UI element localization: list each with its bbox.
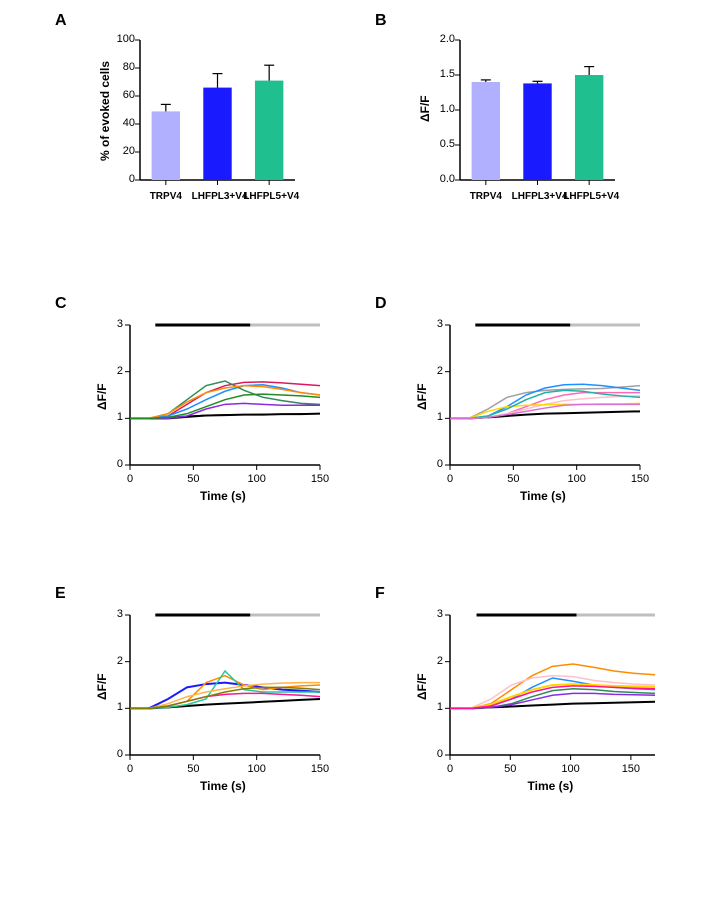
trace [450, 403, 640, 418]
xtick-label: 50 [495, 763, 525, 775]
ytick-label: 1.0 [430, 103, 455, 115]
ytick-label: 2 [105, 365, 123, 377]
line-chart [415, 320, 645, 540]
ytick-label: 3 [105, 318, 123, 330]
ytick-label: 1 [105, 411, 123, 423]
ytick-label: 20 [110, 145, 135, 157]
ytick-label: 2 [425, 655, 443, 667]
category-label: LHFPL5+V4 [243, 191, 295, 202]
ytick-label: 3 [425, 608, 443, 620]
ytick-label: 0 [425, 748, 443, 760]
category-label: LHFPL3+V4 [512, 191, 564, 202]
y-axis-label: % of evoked cells [98, 61, 112, 161]
xtick-label: 0 [115, 473, 145, 485]
panel-label: B [375, 12, 387, 30]
x-axis-label: Time (s) [200, 779, 246, 793]
xtick-label: 50 [498, 473, 528, 485]
xtick-label: 100 [562, 473, 592, 485]
xtick-label: 0 [115, 763, 145, 775]
ytick-label: 3 [425, 318, 443, 330]
ytick-label: 0 [425, 458, 443, 470]
y-axis-label: ΔF/F [415, 383, 429, 410]
ytick-label: 100 [110, 33, 135, 45]
xtick-label: 150 [625, 473, 655, 485]
xtick-label: 50 [178, 473, 208, 485]
ytick-label: 1 [425, 411, 443, 423]
category-label: TRPV4 [140, 191, 192, 202]
bar [152, 111, 180, 180]
bar [203, 88, 231, 180]
ytick-label: 2 [425, 365, 443, 377]
ytick-label: 0 [105, 458, 123, 470]
line-chart [95, 610, 325, 830]
x-axis-label: Time (s) [528, 779, 574, 793]
y-axis-label: ΔF/F [415, 673, 429, 700]
xtick-label: 100 [242, 473, 272, 485]
bar [575, 75, 603, 180]
panel-label: C [55, 295, 67, 313]
xtick-label: 100 [556, 763, 586, 775]
panel-label: E [55, 585, 66, 603]
x-axis-label: Time (s) [520, 489, 566, 503]
ytick-label: 2 [105, 655, 123, 667]
y-axis-label: ΔF/F [95, 383, 109, 410]
xtick-label: 100 [242, 763, 272, 775]
bar-chart [420, 35, 620, 235]
xtick-label: 50 [178, 763, 208, 775]
line-chart [95, 320, 325, 540]
ytick-label: 1 [105, 701, 123, 713]
ytick-label: 0 [110, 173, 135, 185]
category-label: LHFPL3+V4 [192, 191, 244, 202]
panel-label: D [375, 295, 387, 313]
ytick-label: 0 [105, 748, 123, 760]
panel-label: A [55, 12, 67, 30]
y-axis-label: ΔF/F [95, 673, 109, 700]
xtick-label: 0 [435, 473, 465, 485]
ytick-label: 0.5 [430, 138, 455, 150]
bar [472, 82, 500, 180]
category-label: TRPV4 [460, 191, 512, 202]
ytick-label: 60 [110, 89, 135, 101]
x-axis-label: Time (s) [200, 489, 246, 503]
ytick-label: 2.0 [430, 33, 455, 45]
bar [255, 81, 283, 180]
ytick-label: 1 [425, 701, 443, 713]
y-axis-label: ΔF/F [418, 95, 432, 122]
panel-label: F [375, 585, 385, 603]
ytick-label: 0.0 [430, 173, 455, 185]
ytick-label: 40 [110, 117, 135, 129]
ytick-label: 1.5 [430, 68, 455, 80]
xtick-label: 0 [435, 763, 465, 775]
category-label: LHFPL5+V4 [563, 191, 615, 202]
ytick-label: 80 [110, 61, 135, 73]
line-chart [415, 610, 660, 830]
bar [523, 83, 551, 180]
xtick-label: 150 [616, 763, 646, 775]
xtick-label: 150 [305, 473, 335, 485]
ytick-label: 3 [105, 608, 123, 620]
xtick-label: 150 [305, 763, 335, 775]
